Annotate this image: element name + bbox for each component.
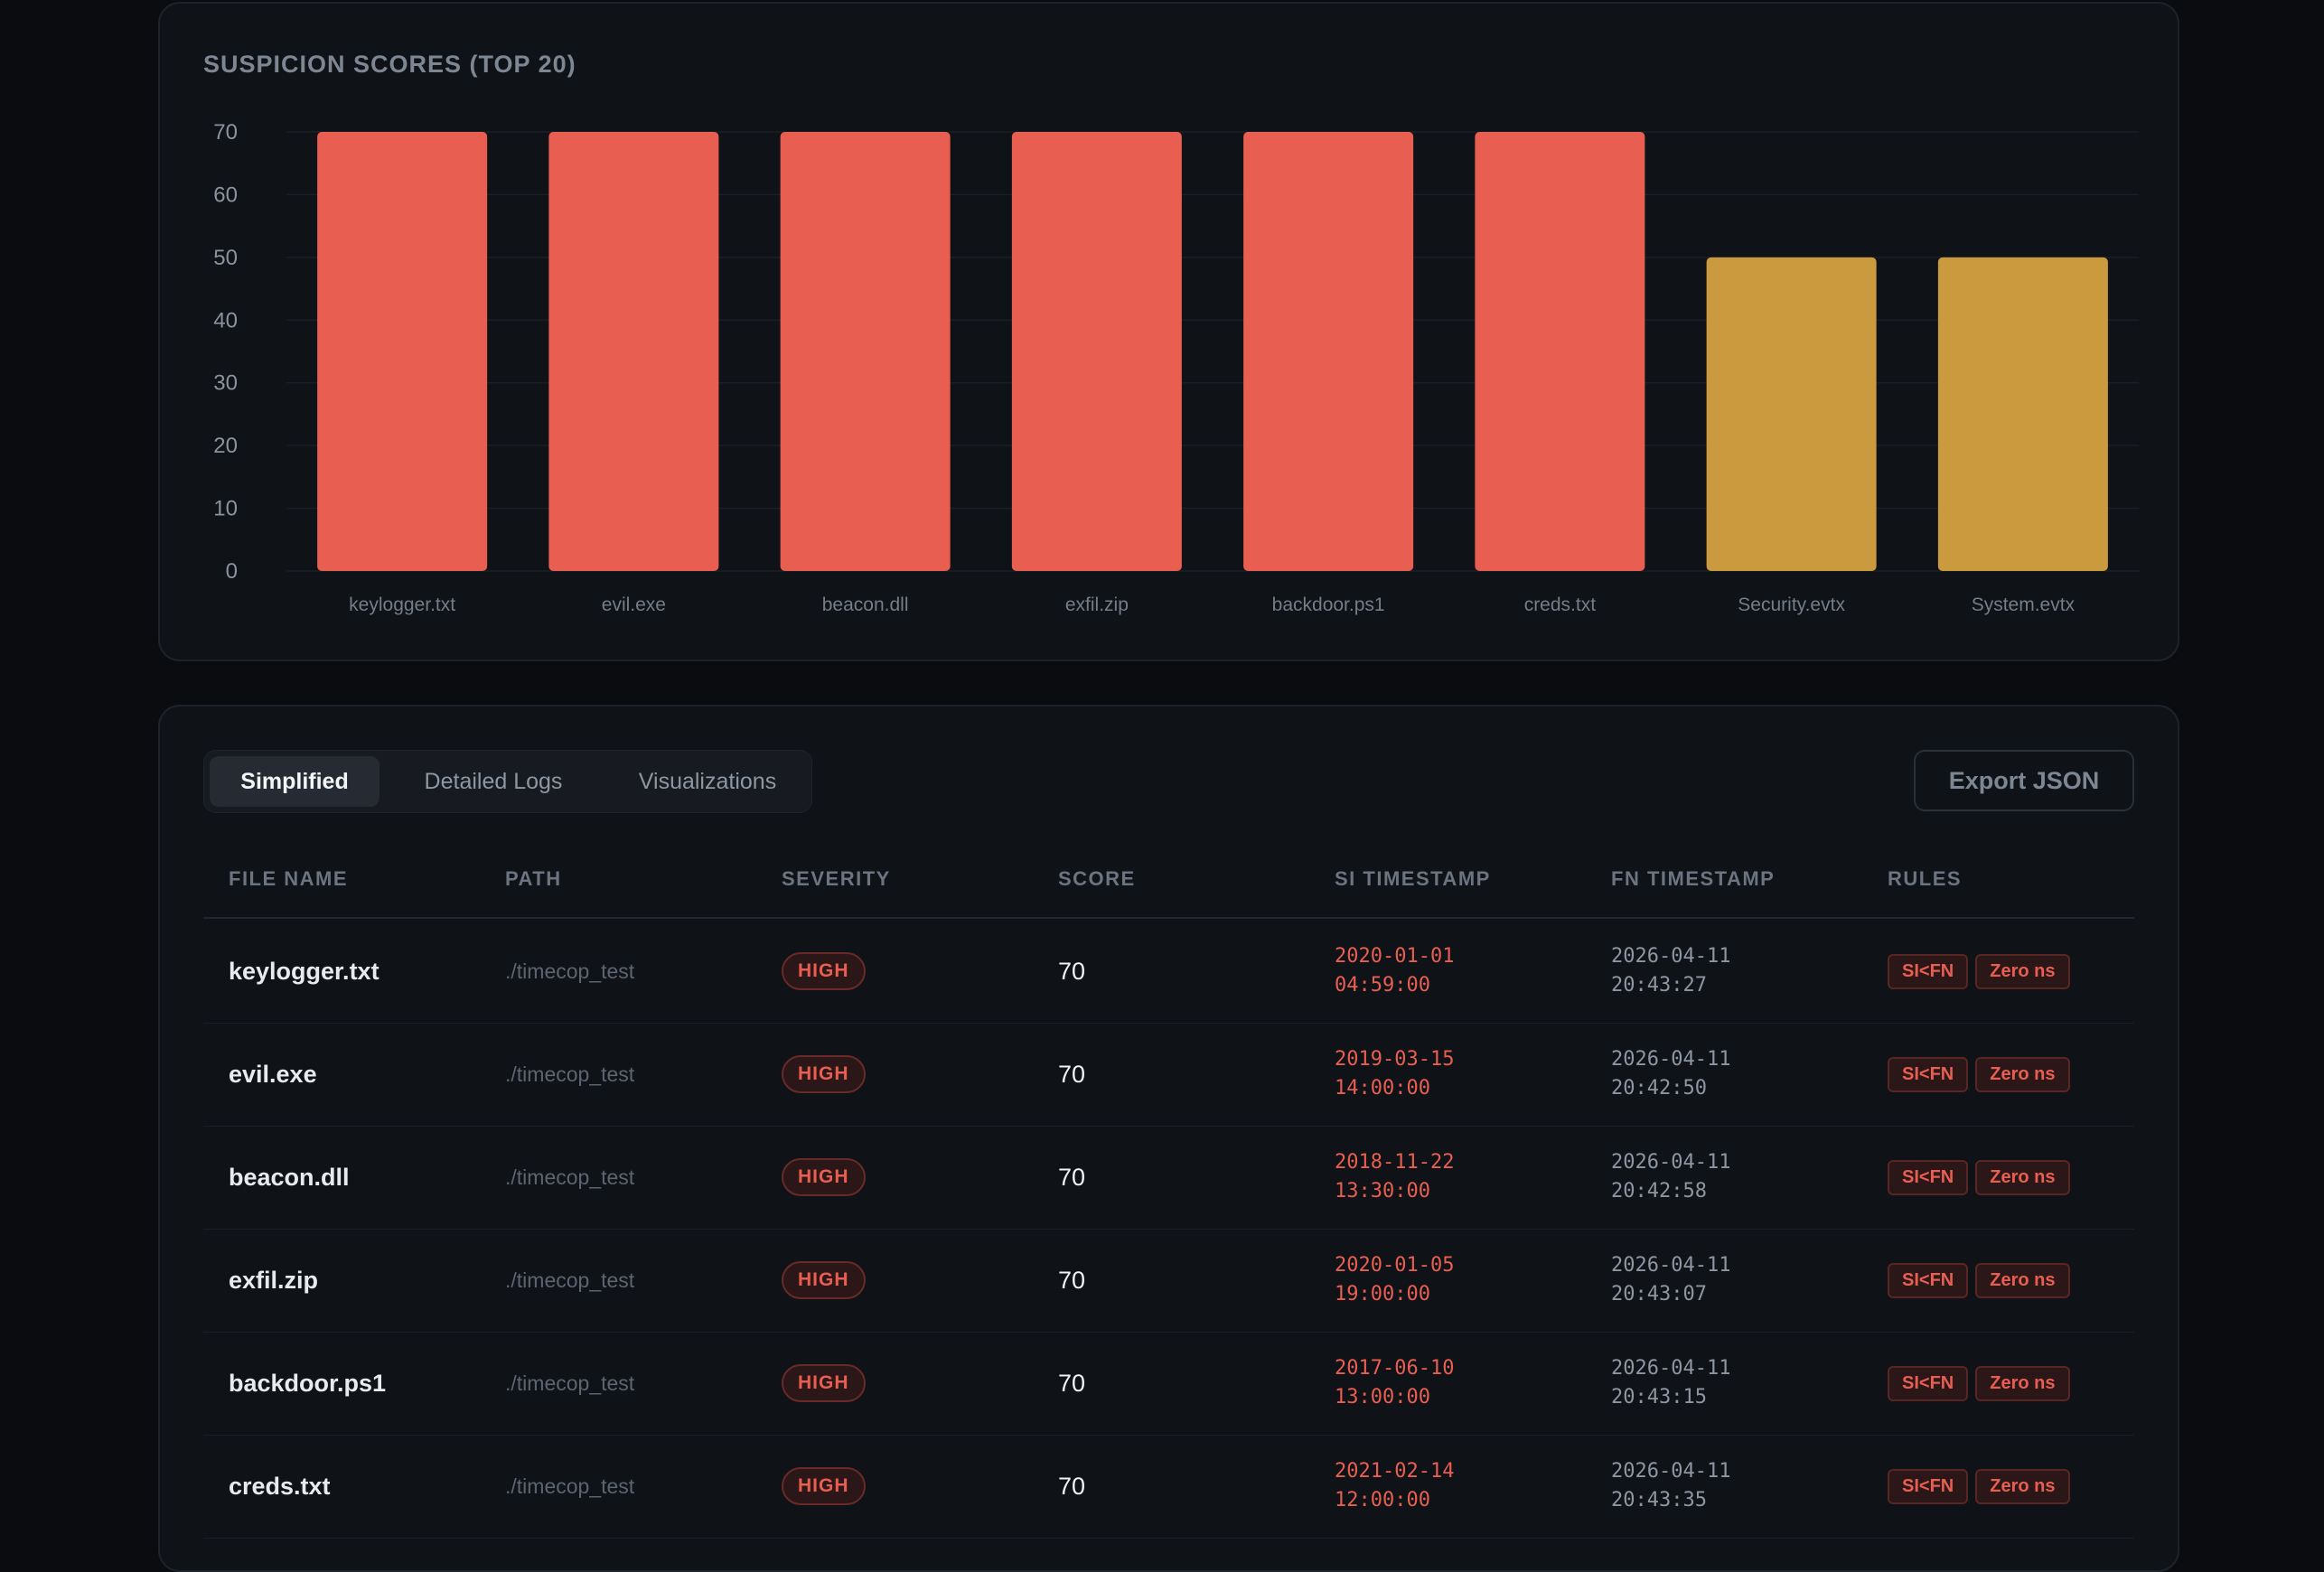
chart-title: SUSPICION SCORES (TOP 20) bbox=[203, 51, 576, 78]
suspicion-scores-chart: 0 10 20 30 40 50 60 70 keylogger.txt evil.exe beac… bbox=[213, 120, 2139, 615]
y-tick-label: 40 bbox=[213, 308, 238, 332]
fn-timestamp: 2026-04-11 20:43:15 bbox=[1611, 1357, 1731, 1408]
col-header-path[interactable]: PATH bbox=[505, 867, 562, 890]
fn-timestamp: 2026-04-11 20:42:58 bbox=[1611, 1151, 1731, 1202]
col-header-rules[interactable]: RULES bbox=[1888, 867, 1963, 890]
severity-badge: HIGH bbox=[782, 1055, 866, 1093]
fn-timestamp: 2026-04-11 20:43:07 bbox=[1611, 1254, 1731, 1305]
bar-security-evtx[interactable] bbox=[1706, 257, 1877, 571]
rule-badge: SI<FN bbox=[1888, 1468, 1969, 1504]
col-header-severity[interactable]: SEVERITY bbox=[782, 867, 891, 890]
tab-visualizations[interactable]: Visualizations bbox=[638, 769, 777, 794]
rule-badge: Zero ns bbox=[1975, 1159, 2070, 1195]
tab-detailed-logs[interactable]: Detailed Logs bbox=[424, 769, 563, 794]
y-tick-label: 50 bbox=[213, 246, 238, 270]
bar-backdoor-ps1[interactable] bbox=[1243, 132, 1414, 571]
table-row[interactable]: keylogger.txt ./timecop_test HIGH 70 2020-01… bbox=[203, 920, 2134, 1024]
x-tick-label: Security.evtx bbox=[1738, 594, 1845, 615]
fn-timestamp: 2026-04-11 20:43:27 bbox=[1611, 945, 1731, 997]
file-path: ./timecop_test bbox=[505, 1165, 635, 1189]
score-value: 70 bbox=[1058, 1472, 1086, 1500]
y-tick-label: 30 bbox=[213, 371, 238, 396]
x-tick-label: backdoor.ps1 bbox=[1272, 594, 1385, 615]
rule-badge: SI<FN bbox=[1888, 1056, 1969, 1092]
file-path: ./timecop_test bbox=[505, 1474, 635, 1498]
rule-badge: SI<FN bbox=[1888, 1365, 1969, 1401]
si-timestamp: 2018-11-22 13:30:00 bbox=[1335, 1151, 1455, 1202]
col-header-score[interactable]: SCORE bbox=[1058, 867, 1136, 890]
rule-badge: Zero ns bbox=[1975, 1365, 2070, 1401]
rule-badge: Zero ns bbox=[1975, 953, 2070, 989]
si-timestamp: 2020-01-05 19:00:00 bbox=[1335, 1254, 1455, 1305]
x-tick-label: evil.exe bbox=[602, 594, 666, 615]
results-card: Simplified Detailed Logs Visualizations … bbox=[158, 705, 2179, 1572]
rule-badge: Zero ns bbox=[1975, 1468, 2070, 1504]
file-path: ./timecop_test bbox=[505, 1062, 635, 1086]
bar-keylogger-txt[interactable] bbox=[317, 132, 488, 571]
table-row[interactable]: beacon.dll ./timecop_test HIGH 70 2018-11-22… bbox=[203, 1126, 2134, 1230]
rule-badge: Zero ns bbox=[1975, 1262, 2070, 1298]
table-header: FILE NAME PATH SEVERITY SCORE SI TIMESTA… bbox=[203, 867, 2134, 919]
y-tick-label: 20 bbox=[213, 434, 238, 458]
bar-creds-txt[interactable] bbox=[1475, 132, 1645, 571]
severity-badge: HIGH bbox=[782, 1364, 866, 1402]
y-tick-label: 70 bbox=[213, 120, 238, 145]
x-tick-label: keylogger.txt bbox=[349, 594, 455, 615]
x-tick-label: exfil.zip bbox=[1065, 594, 1129, 615]
score-value: 70 bbox=[1058, 1060, 1086, 1088]
col-header-file-name[interactable]: FILE NAME bbox=[229, 867, 349, 890]
si-timestamp: 2020-01-01 04:59:00 bbox=[1335, 945, 1455, 997]
file-name: beacon.dll bbox=[229, 1163, 350, 1191]
x-tick-label: creds.txt bbox=[1524, 594, 1597, 615]
rule-badge: SI<FN bbox=[1888, 1262, 1969, 1298]
table-row[interactable]: evil.exe ./timecop_test HIGH 70 2019-03-15 1… bbox=[203, 1023, 2134, 1127]
rule-badge: SI<FN bbox=[1888, 1159, 1969, 1195]
file-path: ./timecop_test bbox=[505, 959, 635, 983]
fn-timestamp: 2026-04-11 20:42:50 bbox=[1611, 1048, 1731, 1099]
file-path: ./timecop_test bbox=[505, 1371, 635, 1395]
suspicion-scores-card: SUSPICION SCORES (TOP 20) 0 10 20 30 40 50 60 7… bbox=[158, 2, 2179, 661]
bar-evil-exe[interactable] bbox=[548, 132, 719, 571]
si-timestamp: 2021-02-14 12:00:00 bbox=[1335, 1460, 1455, 1511]
bar-exfil-zip[interactable] bbox=[1011, 132, 1182, 571]
col-header-fn-timestamp[interactable]: FN TIMESTAMP bbox=[1611, 867, 1776, 890]
bar-system-evtx[interactable] bbox=[1937, 257, 2108, 571]
si-timestamp: 2019-03-15 14:00:00 bbox=[1335, 1048, 1455, 1099]
bar-beacon-dll[interactable] bbox=[780, 132, 951, 571]
view-tabs: Simplified Detailed Logs Visualizations bbox=[203, 750, 812, 813]
x-tick-label: beacon.dll bbox=[822, 594, 909, 615]
table-row[interactable]: backdoor.ps1 ./timecop_test HIGH 70 2017-06-… bbox=[203, 1332, 2134, 1436]
file-path: ./timecop_test bbox=[505, 1268, 635, 1292]
score-value: 70 bbox=[1058, 1369, 1086, 1397]
file-name: backdoor.ps1 bbox=[229, 1369, 387, 1397]
table-row[interactable]: creds.txt ./timecop_test HIGH 70 2021-02-14 … bbox=[203, 1435, 2134, 1539]
file-name: evil.exe bbox=[229, 1060, 317, 1088]
score-value: 70 bbox=[1058, 1266, 1086, 1294]
severity-badge: HIGH bbox=[782, 1158, 866, 1196]
y-tick-label: 10 bbox=[213, 497, 238, 521]
rule-badge: SI<FN bbox=[1888, 953, 1969, 989]
file-name: exfil.zip bbox=[229, 1266, 319, 1294]
y-tick-label: 0 bbox=[226, 559, 238, 584]
table-row[interactable]: exfil.zip ./timecop_test HIGH 70 2020-01-05 … bbox=[203, 1229, 2134, 1333]
y-tick-label: 60 bbox=[213, 182, 238, 207]
severity-badge: HIGH bbox=[782, 1467, 866, 1505]
tab-simplified[interactable]: Simplified bbox=[210, 756, 380, 807]
score-value: 70 bbox=[1058, 1163, 1086, 1191]
x-tick-label: System.evtx bbox=[1972, 594, 2076, 615]
rule-badge: Zero ns bbox=[1975, 1056, 2070, 1092]
score-value: 70 bbox=[1058, 957, 1086, 985]
fn-timestamp: 2026-04-11 20:43:35 bbox=[1611, 1460, 1731, 1511]
file-name: creds.txt bbox=[229, 1472, 331, 1500]
file-name: keylogger.txt bbox=[229, 957, 380, 985]
severity-badge: HIGH bbox=[782, 952, 866, 990]
export-json-button[interactable]: Export JSON bbox=[1914, 750, 2134, 811]
col-header-si-timestamp[interactable]: SI TIMESTAMP bbox=[1335, 867, 1491, 890]
si-timestamp: 2017-06-10 13:00:00 bbox=[1335, 1357, 1455, 1408]
severity-badge: HIGH bbox=[782, 1261, 866, 1299]
